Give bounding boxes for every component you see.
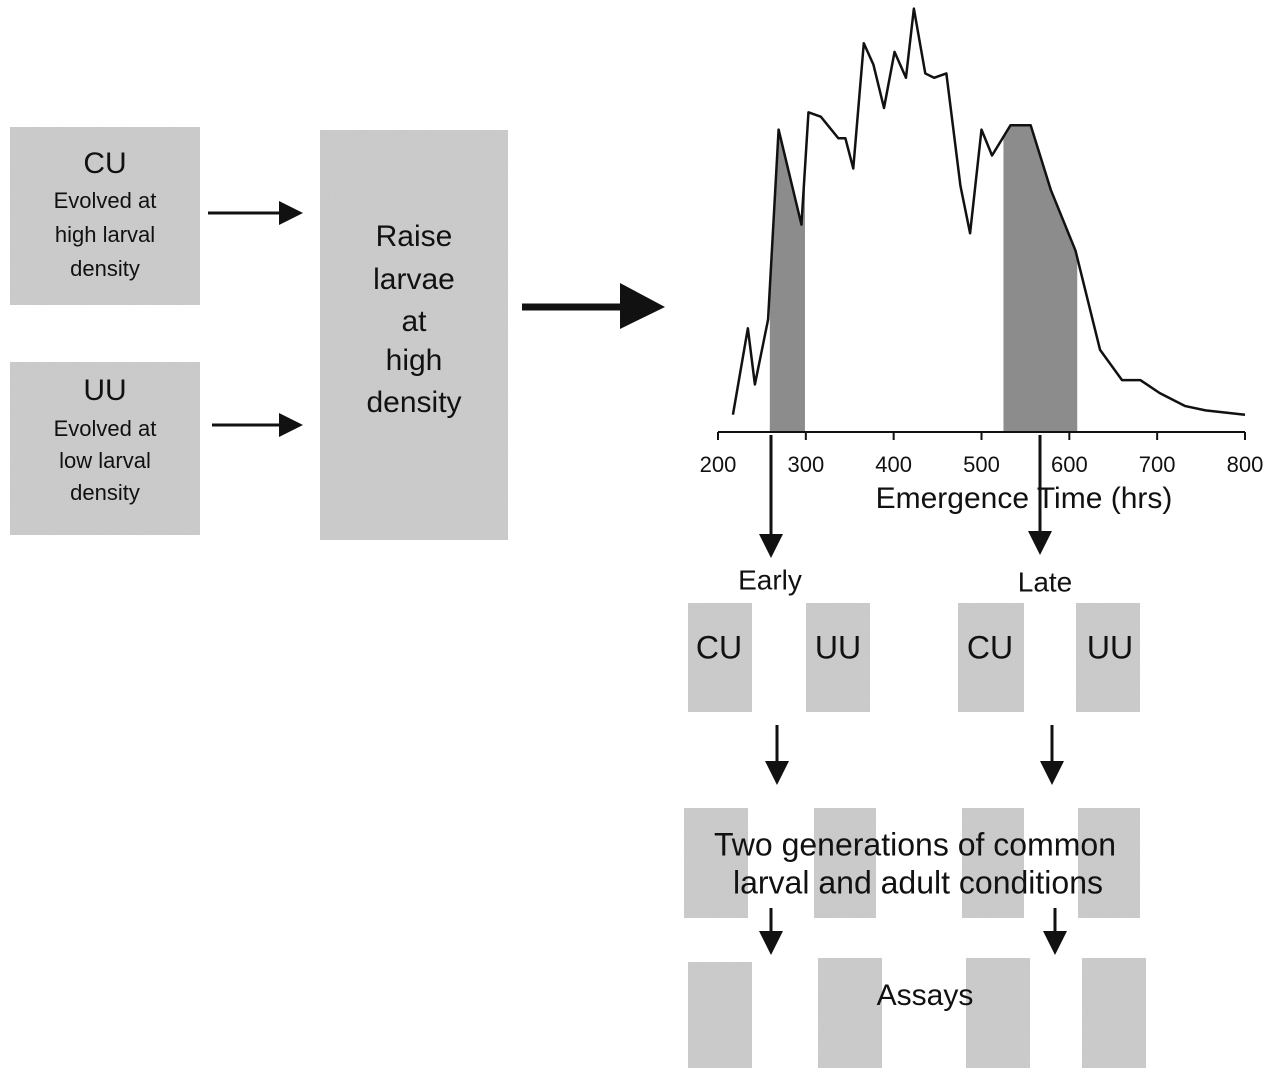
assays-text: Assays — [877, 979, 974, 1012]
x-tick-label: 200 — [700, 452, 737, 477]
box — [688, 962, 752, 1068]
box — [814, 808, 876, 918]
box — [818, 958, 882, 1068]
box — [688, 603, 752, 712]
conditions-text: Two generations of common — [714, 826, 1116, 862]
x-tick-label: 800 — [1227, 452, 1264, 477]
treatment-text: at — [401, 305, 427, 338]
box — [1078, 808, 1140, 918]
box — [684, 808, 748, 918]
group-label: Late — [1018, 566, 1073, 597]
cu-desc: Evolved at — [54, 188, 157, 213]
box — [806, 603, 870, 712]
uu-desc: low larval — [59, 448, 151, 473]
uu-label: UU — [83, 374, 126, 407]
x-axis-label: Emergence Time (hrs) — [876, 482, 1173, 515]
treatment-text: density — [366, 386, 461, 419]
x-tick-label: 500 — [963, 452, 1000, 477]
line-label: UU — [815, 629, 861, 665]
treatment-box — [320, 130, 508, 540]
big-arrow-head — [620, 283, 665, 329]
box — [1076, 603, 1140, 712]
cu-desc: density — [70, 256, 140, 281]
group-label: Early — [738, 564, 802, 595]
x-tick-label: 300 — [787, 452, 824, 477]
chart: Emergence Time (hrs) 200 300 400 500 600 700 8… — [700, 7, 1264, 515]
treatment-text: high — [386, 344, 443, 377]
emergence-line — [731, 7, 1246, 416]
treatment-text: larvae — [373, 263, 455, 296]
line-label: CU — [967, 629, 1013, 665]
line-label: CU — [696, 629, 742, 665]
cu-label: CU — [83, 147, 126, 180]
uu-box — [10, 362, 200, 535]
cu-desc: high larval — [55, 222, 155, 247]
line-label: UU — [1087, 629, 1133, 665]
conditions-text: larval and adult conditions — [733, 864, 1103, 900]
x-tick-label: 700 — [1139, 452, 1176, 477]
uu-desc: density — [70, 480, 140, 505]
x-tick-label: 600 — [1051, 452, 1088, 477]
box — [962, 808, 1024, 918]
box — [966, 958, 1030, 1068]
treatment-text: Raise — [376, 220, 453, 253]
box — [958, 603, 1024, 712]
x-tick-label: 400 — [875, 452, 912, 477]
cu-box — [10, 127, 200, 305]
shaded-region — [1003, 125, 1078, 432]
box — [1082, 958, 1146, 1068]
uu-desc: Evolved at — [54, 416, 157, 441]
